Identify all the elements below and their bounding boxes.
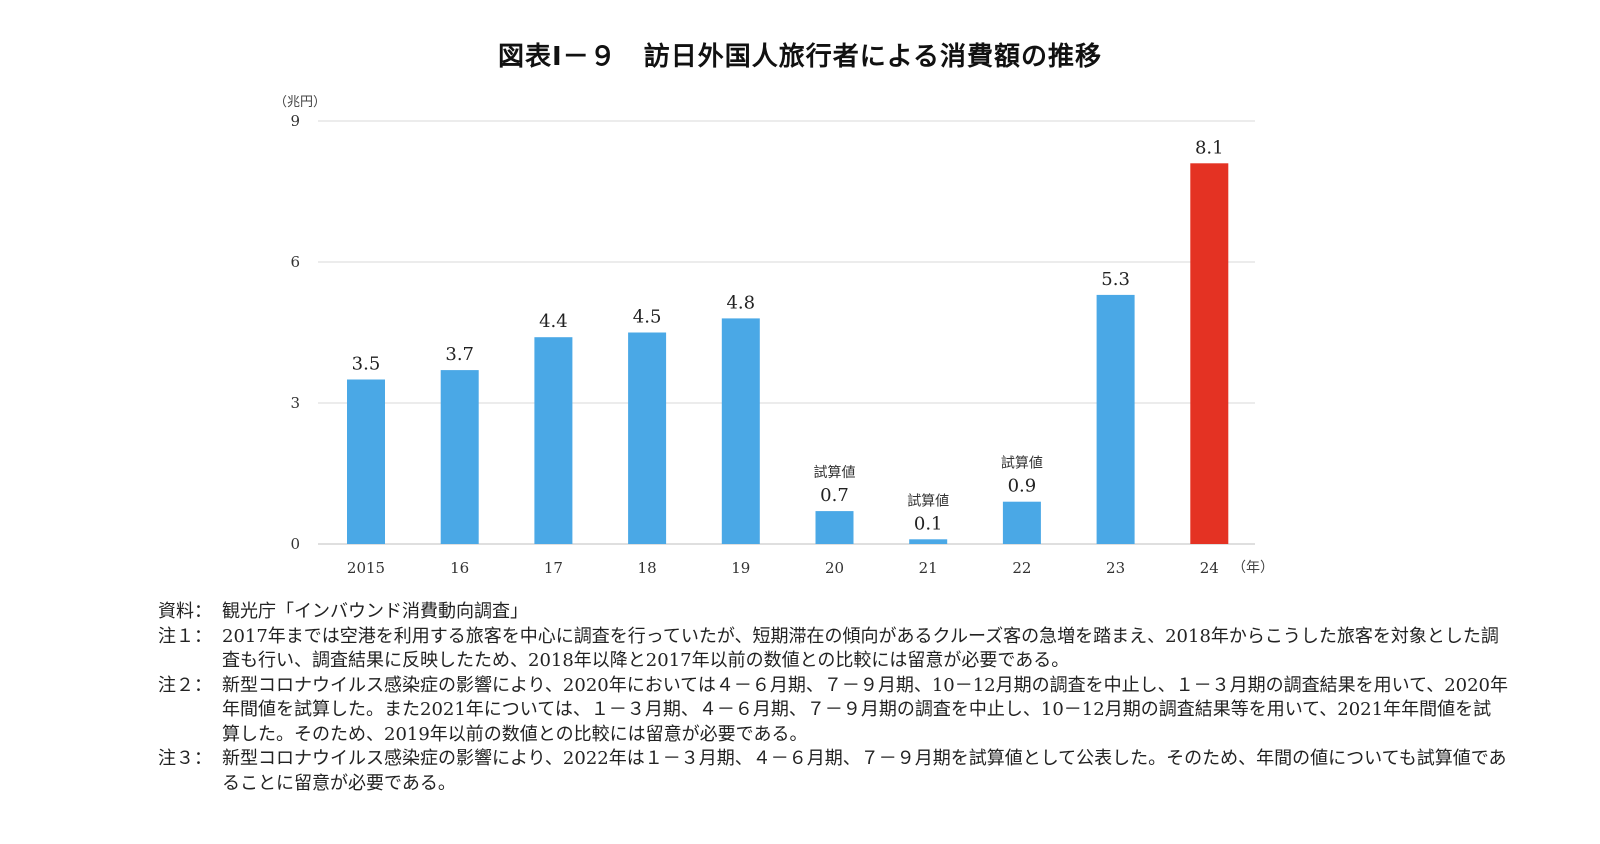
note-label: 注３： (158, 748, 212, 769)
estimate-annotation: 試算値 (1001, 456, 1043, 472)
notes: 資料： 観光庁「インバウンド消費動向調査」 注１： 2017年までは空港を利用す… (158, 600, 1508, 796)
note-text: 新型コロナウイルス感染症の影響により、2020年においては４－６月期、７－９月期… (222, 674, 1508, 745)
y-tick-label: 3 (290, 394, 300, 412)
data-label: 0.9 (1008, 476, 1037, 497)
estimate-annotation: 試算値 (907, 493, 949, 509)
data-label: 8.1 (1195, 137, 1224, 158)
bar (1096, 294, 1135, 544)
bar (534, 337, 573, 544)
note-label: 資料： (158, 601, 212, 622)
data-label: 3.7 (445, 344, 474, 365)
source-note: 資料： 観光庁「インバウンド消費動向調査」 (158, 600, 1508, 625)
x-tick-label: 22 (1012, 559, 1031, 577)
data-label: 0.7 (820, 485, 849, 506)
note-text: 観光庁「インバウンド消費動向調査」 (222, 601, 528, 622)
note-label: 注１： (158, 625, 212, 647)
data-label: 4.5 (633, 307, 662, 328)
y-tick-label: 6 (290, 253, 300, 271)
x-tick-label: 21 (919, 559, 938, 577)
bar (815, 511, 854, 544)
bar (1190, 163, 1229, 545)
data-label: 4.8 (726, 292, 755, 313)
bar (440, 370, 479, 544)
data-label: 5.3 (1101, 269, 1130, 290)
bar-chart: 0 3 6 9 （兆円） 3.5 2015 3.7 16 4.4 17 4.5 18 4.8 19 0.7 試算… (274, 95, 1274, 577)
note-text: 新型コロナウイルス感染症の影響により、2022年は１－３月期、４－６月期、７－９… (222, 748, 1507, 794)
x-tick-label: 23 (1106, 559, 1125, 577)
note-3: 注３： 新型コロナウイルス感染症の影響により、2022年は１－３月期、４－６月期… (158, 747, 1508, 796)
x-tick-label: 2015 (347, 559, 385, 577)
note-1: 注１： 2017年までは空港を利用する旅客を中心に調査を行っていたが、短期滞在の… (158, 625, 1508, 674)
y-unit-label: （兆円） (274, 95, 326, 110)
note-2: 注２： 新型コロナウイルス感染症の影響により、2020年においては４－６月期、７… (158, 674, 1508, 748)
x-tick-label: 19 (731, 559, 750, 577)
note-label: 注２： (158, 674, 212, 696)
bar (628, 332, 667, 544)
data-label: 0.1 (914, 513, 943, 534)
y-tick-label: 9 (290, 112, 300, 130)
x-tick-label: 16 (450, 559, 469, 577)
data-label: 3.5 (352, 354, 381, 375)
estimate-annotation: 試算値 (814, 465, 856, 481)
bar (721, 318, 760, 544)
y-tick-label: 0 (290, 535, 300, 553)
x-unit-label: （年） (1232, 560, 1274, 576)
bar (1002, 501, 1041, 544)
x-tick-label: 17 (544, 559, 563, 577)
note-text: 2017年までは空港を利用する旅客を中心に調査を行っていたが、短期滞在の傾向があ… (222, 625, 1499, 672)
bar (347, 379, 385, 544)
chart-title: 図表Ⅰ－９ 訪日外国人旅行者による消費額の推移 (498, 42, 1102, 72)
bar (909, 539, 948, 544)
x-tick-label: 24 (1200, 559, 1219, 577)
x-tick-label: 18 (638, 559, 657, 577)
data-label: 4.4 (539, 311, 568, 332)
x-tick-label: 20 (825, 559, 844, 577)
